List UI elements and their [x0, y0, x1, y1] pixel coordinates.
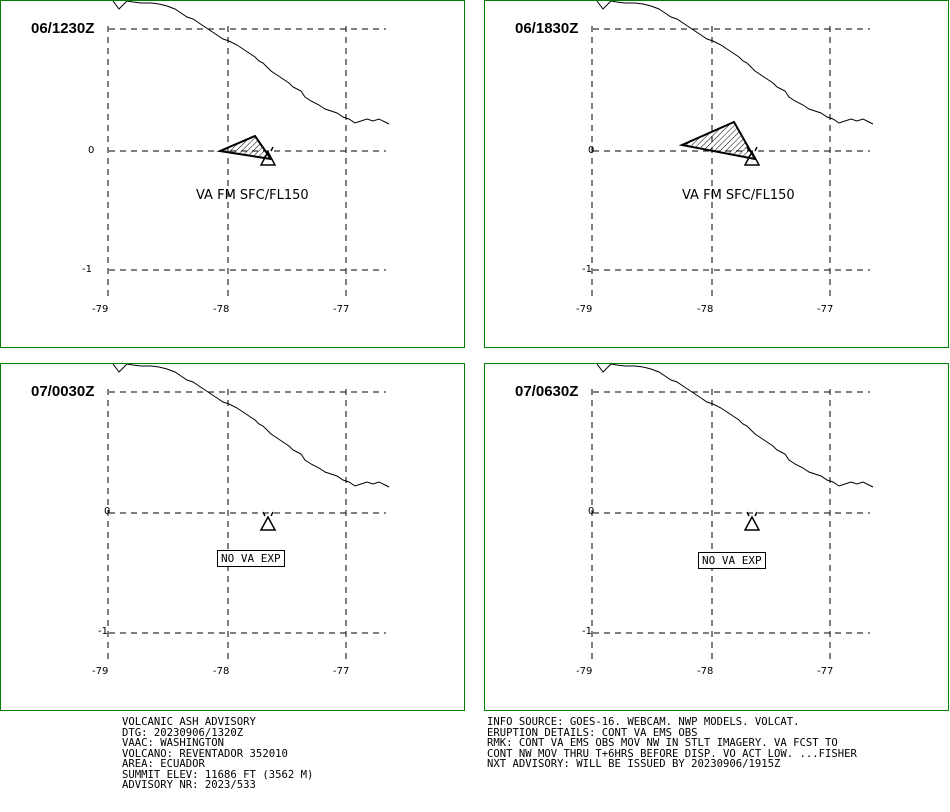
lon-label-79: -79: [92, 666, 109, 677]
graticule: [591, 389, 870, 660]
volcano-icon: [259, 511, 277, 531]
coastline: [112, 364, 390, 488]
lat-label-neg1: -1: [82, 264, 92, 275]
lat-label-0: 0: [588, 145, 595, 156]
advisory-line: VOLCANIC ASH ADVISORY: [122, 716, 256, 728]
graticule: [107, 389, 386, 660]
lon-label-78: -78: [697, 666, 714, 677]
map-graphic: [107, 1, 390, 297]
advisory-line: DTG: 20230906/1320Z: [122, 726, 244, 739]
advisory-line: AREA: ECUADOR: [122, 758, 205, 770]
lon-label-77: -77: [333, 304, 350, 315]
coastline: [112, 1, 390, 125]
forecast-panel-1: 06/1230Z VA FM SFC/FL150 0 -1 -79 -78 -7…: [0, 0, 465, 348]
lon-label-77: -77: [817, 304, 834, 315]
volcano-icon: [743, 511, 761, 531]
advisory-line: ERUPTION DETAILS: CONT VA EMS OBS: [487, 726, 698, 739]
advisory-line: VAAC: WASHINGTON: [122, 737, 225, 749]
lon-label-79: -79: [576, 666, 593, 677]
lon-label-78: -78: [213, 304, 230, 315]
map-graphic: [107, 364, 390, 660]
lat-label-neg1: -1: [582, 626, 592, 637]
coastline: [596, 364, 874, 488]
no-ash-box: NO VA EXP: [698, 552, 766, 569]
lon-label-77: -77: [333, 666, 350, 677]
volcano-icon: [743, 146, 761, 166]
advisory-line: RMK: CONT VA EMS OBS MOV NW IN STLT IMAG…: [487, 737, 838, 749]
lat-label-neg1: -1: [582, 264, 592, 275]
advisory-line: ADVISORY NR: 2023/533: [122, 779, 256, 791]
lon-label-79: -79: [576, 304, 593, 315]
advisory-line: CONT NW MOV THRU T+6HRS BEFORE DISP. VO …: [487, 747, 857, 760]
lon-label-78: -78: [213, 666, 230, 677]
ash-layer-label: VA FM SFC/FL150: [682, 188, 795, 203]
lat-label-neg1: -1: [98, 626, 108, 637]
no-ash-box: NO VA EXP: [217, 550, 285, 567]
ash-cloud-polygon: [678, 120, 757, 161]
lat-label-0: 0: [588, 506, 595, 517]
graticule: [107, 26, 386, 297]
lon-label-78: -78: [697, 304, 714, 315]
forecast-panel-4: 07/0630Z NO VA EXP 0 -1 -79 -78 -77: [484, 363, 949, 711]
advisory-header-block: VOLCANIC ASH ADVISORY DTG: 20230906/1320…: [122, 717, 313, 791]
advisory-line: SUMMIT ELEV: 11686 FT (3562 M): [122, 768, 314, 781]
forecast-panel-3: 07/0030Z NO VA EXP 0 -1 -79 -78 -77: [0, 363, 465, 711]
forecast-panel-2: 06/1830Z VA FM SFC/FL150 0 -1 -79 -78 -7…: [484, 0, 949, 348]
advisory-line: NXT ADVISORY: WILL BE ISSUED BY 20230906…: [487, 758, 781, 770]
volcano-icon: [259, 146, 277, 166]
lat-label-0: 0: [88, 145, 95, 156]
lat-label-0: 0: [104, 506, 111, 517]
map-graphic: [591, 364, 874, 660]
valid-time: 06/1830Z: [515, 20, 579, 37]
advisory-remarks-block: INFO SOURCE: GOES-16. WEBCAM. NWP MODELS…: [487, 717, 857, 770]
lon-label-77: -77: [817, 666, 834, 677]
valid-time: 07/0630Z: [515, 383, 579, 400]
valid-time: 06/1230Z: [31, 20, 95, 37]
advisory-line: INFO SOURCE: GOES-16. WEBCAM. NWP MODELS…: [487, 716, 800, 728]
lon-label-79: -79: [92, 304, 109, 315]
advisory-line: VOLCANO: REVENTADOR 352010: [122, 747, 288, 760]
ash-layer-label: VA FM SFC/FL150: [196, 188, 309, 203]
map-graphic: [591, 1, 874, 297]
graticule: [591, 26, 870, 297]
coastline: [596, 1, 874, 125]
valid-time: 07/0030Z: [31, 383, 95, 400]
